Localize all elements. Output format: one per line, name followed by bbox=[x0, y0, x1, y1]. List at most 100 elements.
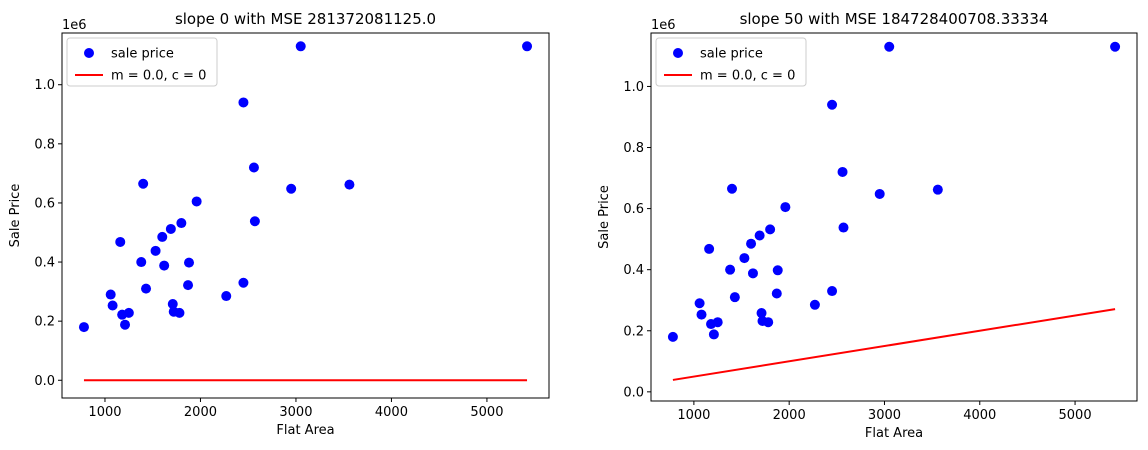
data-point bbox=[157, 231, 168, 242]
data-point bbox=[1110, 41, 1121, 52]
y-offset-text: 1e6 bbox=[62, 18, 87, 33]
data-point bbox=[694, 298, 705, 309]
y-axis-label: Sale Price bbox=[597, 185, 612, 249]
y-tick-label: 0.6 bbox=[34, 196, 55, 211]
data-point bbox=[115, 236, 126, 247]
y-tick-label: 0.0 bbox=[623, 385, 644, 400]
data-point bbox=[344, 179, 355, 190]
data-point bbox=[667, 331, 678, 342]
data-point bbox=[150, 245, 161, 256]
data-point bbox=[183, 280, 194, 291]
legend-label: sale price bbox=[700, 47, 763, 62]
data-point bbox=[696, 309, 707, 320]
y-tick-label: 1.0 bbox=[34, 78, 55, 93]
x-tick-label: 4000 bbox=[375, 405, 408, 420]
chart-title: slope 0 with MSE 281372081125.0 bbox=[175, 10, 436, 28]
data-point bbox=[221, 291, 232, 302]
y-tick-label: 0.2 bbox=[623, 324, 644, 339]
y-tick-label: 0.6 bbox=[623, 202, 644, 217]
y-tick-label: 0.2 bbox=[34, 315, 55, 330]
plot-frame bbox=[650, 32, 1138, 402]
data-point bbox=[123, 307, 134, 318]
x-tick-label: 3000 bbox=[279, 405, 312, 420]
chart-panel-2: slope 50 with MSE 184728400708.33334 1000… bbox=[597, 10, 1138, 441]
legend-label: m = 0.0, c = 0 bbox=[111, 69, 206, 84]
data-point bbox=[712, 317, 723, 328]
legend: sale price m = 0.0, c = 0 bbox=[66, 37, 218, 87]
data-point bbox=[105, 289, 116, 300]
data-point bbox=[238, 277, 249, 288]
data-point bbox=[884, 41, 895, 52]
y-tick-label: 0.4 bbox=[623, 263, 644, 278]
data-point bbox=[136, 257, 147, 268]
legend: sale price m = 0.0, c = 0 bbox=[655, 37, 807, 87]
y-axis-label: Sale Price bbox=[8, 184, 23, 248]
data-point bbox=[746, 238, 757, 249]
y-tick-label: 0.0 bbox=[34, 374, 55, 389]
legend-label: m = 0.0, c = 0 bbox=[700, 69, 795, 84]
data-point bbox=[286, 183, 297, 194]
data-point bbox=[141, 283, 152, 294]
legend-box bbox=[66, 37, 218, 87]
data-point bbox=[837, 166, 848, 177]
data-point bbox=[238, 97, 249, 108]
fit-line bbox=[672, 308, 1116, 381]
data-point bbox=[295, 41, 306, 52]
data-point bbox=[174, 307, 185, 318]
y-tick-label: 1.0 bbox=[623, 80, 644, 95]
plot-area bbox=[78, 41, 533, 382]
data-point bbox=[78, 322, 89, 333]
data-point bbox=[167, 299, 178, 310]
legend-label: sale price bbox=[111, 47, 174, 62]
data-point bbox=[120, 319, 131, 330]
data-point bbox=[729, 292, 740, 303]
data-point bbox=[184, 257, 195, 268]
data-point bbox=[827, 99, 838, 110]
data-point bbox=[727, 183, 737, 194]
x-tick-label: 4000 bbox=[963, 408, 996, 423]
data-point bbox=[165, 223, 176, 234]
plot-area bbox=[667, 41, 1121, 381]
data-point bbox=[771, 288, 782, 299]
data-point bbox=[704, 243, 715, 254]
data-point bbox=[176, 218, 187, 229]
data-point bbox=[809, 299, 820, 310]
x-tick-label: 3000 bbox=[868, 408, 901, 423]
data-point bbox=[838, 222, 849, 233]
data-point bbox=[827, 286, 838, 297]
legend-box bbox=[655, 37, 807, 87]
data-point bbox=[107, 300, 118, 311]
data-point bbox=[522, 41, 533, 52]
data-point bbox=[754, 230, 765, 241]
x-tick-label: 5000 bbox=[1059, 408, 1092, 423]
data-point bbox=[248, 162, 259, 173]
data-point bbox=[708, 329, 719, 340]
x-tick-label: 2000 bbox=[773, 408, 806, 423]
legend-marker bbox=[84, 48, 94, 58]
y-tick-label: 0.8 bbox=[623, 141, 644, 156]
data-point bbox=[763, 317, 774, 328]
chart-title: slope 50 with MSE 184728400708.33334 bbox=[740, 10, 1049, 28]
x-tick-label: 1000 bbox=[88, 405, 121, 420]
data-point bbox=[138, 178, 149, 189]
data-point bbox=[874, 188, 885, 199]
x-tick-label: 5000 bbox=[470, 405, 503, 420]
chart-panel-1: slope 0 with MSE 281372081125.0 1000 2000 3… bbox=[8, 10, 550, 438]
legend-marker bbox=[673, 48, 683, 58]
x-tick-label: 2000 bbox=[184, 405, 217, 420]
data-point bbox=[249, 216, 260, 227]
data-point bbox=[739, 253, 750, 264]
data-point bbox=[756, 308, 767, 319]
data-point bbox=[932, 184, 943, 195]
data-point bbox=[159, 260, 170, 271]
plot-frame bbox=[61, 32, 550, 399]
x-axis-label: Flat Area bbox=[865, 426, 923, 441]
data-point bbox=[747, 268, 758, 279]
x-axis-label: Flat Area bbox=[276, 423, 334, 438]
data-point bbox=[765, 224, 776, 235]
y-tick-label: 0.8 bbox=[34, 137, 55, 152]
data-point bbox=[772, 265, 783, 276]
data-point bbox=[725, 264, 736, 275]
x-tick-label: 1000 bbox=[677, 408, 710, 423]
